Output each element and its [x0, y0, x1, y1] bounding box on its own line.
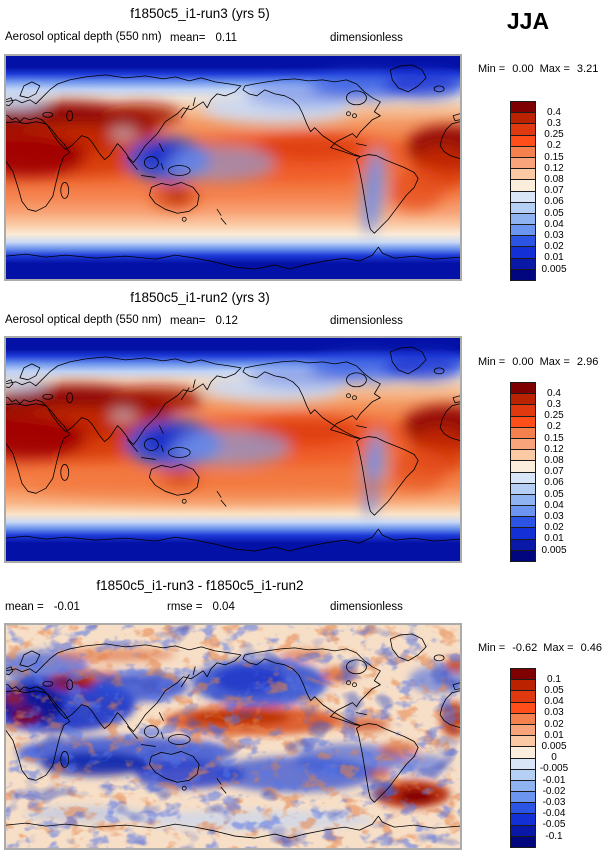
- colorbar-tick-label: 0.07: [544, 185, 564, 197]
- colorbar-tick-label: 0.12: [544, 162, 564, 174]
- colorbar-tick-label: 0.04: [544, 696, 564, 708]
- colorbar-tick-label: 0.03: [544, 707, 564, 719]
- panel1-variable-label: Aerosol optical depth (550 nm): [5, 31, 162, 43]
- aod-field-run3: [6, 69, 460, 235]
- panel3-mean-label: mean =: [5, 601, 44, 613]
- colorbar-segment: [510, 549, 536, 562]
- colorbar-tick-label: 0.02: [544, 522, 564, 534]
- season-label: JJA: [506, 8, 550, 34]
- panel3-minmax: Min = -0.62 Max = 0.46: [478, 642, 602, 654]
- colorbar-run2: [510, 382, 536, 562]
- colorbar-tick-label: -0.005: [539, 763, 569, 775]
- panel2-minmax: Min = 0.00 Max = 2.96: [478, 356, 598, 368]
- colorbar-tick-label: 0.05: [544, 684, 564, 696]
- colorbar-tick-label: 0.04: [544, 218, 564, 230]
- panel3-rmse-label: rmse =: [167, 601, 203, 613]
- colorbar-tick-label: 0.3: [547, 398, 561, 410]
- panel1-minmax: Min = 0.00 Max = 3.21: [478, 63, 598, 75]
- panel3-title: f1850c5_i1-run3 - f1850c5_i1-run2: [96, 578, 304, 593]
- panel3-rmse-stat: rmse = 0.04: [167, 601, 235, 613]
- colorbar-tick-label: 0.05: [544, 207, 564, 219]
- colorbar-run3: [510, 101, 536, 281]
- colorbar-tick-label: 0.3: [547, 117, 561, 129]
- colorbar-tick-label: -0.03: [542, 796, 566, 808]
- colorbar-tick-label: 0: [551, 752, 557, 764]
- panel1-max-label: Max =: [539, 63, 570, 75]
- colorbar-tick-label: 0.03: [544, 510, 564, 522]
- colorbar-tick-label: 0.4: [547, 106, 561, 118]
- colorbar-tick-label: 0.01: [544, 729, 564, 741]
- colorbar-tick-label: -0.02: [542, 785, 566, 797]
- colorbar-tick-label: 0.02: [544, 241, 564, 253]
- colorbar-tick-label: 0.12: [544, 443, 564, 455]
- panel2-mean-label: mean=: [170, 315, 206, 327]
- colorbar-segment: [510, 835, 536, 848]
- colorbar-tick-label: 0.02: [544, 718, 564, 730]
- panel1-min-value: 0.00: [512, 63, 534, 75]
- panel3-rmse-value: 0.04: [212, 601, 235, 613]
- panel3-units-label: dimensionless: [330, 601, 403, 613]
- colorbar-tick-label: 0.08: [544, 173, 564, 185]
- panel3-min-label: Min =: [478, 642, 506, 654]
- aod-field-run2: [6, 351, 460, 517]
- colorbar-tick-label: 0.06: [544, 477, 564, 489]
- colorbar-tick-label: 0.08: [544, 454, 564, 466]
- colorbar-tick-label: -0.1: [545, 830, 563, 842]
- panel1-mean-value: 0.11: [215, 32, 238, 44]
- colorbar-tick-label: 0.15: [544, 151, 564, 163]
- map-run3: [4, 54, 462, 281]
- panel2-max-value: 2.96: [576, 356, 599, 368]
- panel3-mean-stat: mean = -0.01: [5, 601, 80, 613]
- panel3-max-value: 0.46: [580, 642, 602, 654]
- colorbar-segment: [510, 268, 536, 281]
- panel1-units-label: dimensionless: [330, 32, 403, 44]
- colorbar-tick-label: 0.4: [547, 387, 561, 399]
- colorbar-tick-label: 0.05: [544, 488, 564, 500]
- panel2-min-value: 0.00: [512, 356, 534, 368]
- colorbar-diff: [510, 668, 536, 848]
- colorbar-tick-label: 0.1: [547, 673, 561, 685]
- panel1-mean-stat: mean= 0.11: [170, 32, 237, 44]
- panel1-min-label: Min =: [478, 63, 506, 75]
- panel2-mean-value: 0.12: [215, 315, 238, 327]
- map-diff: [4, 623, 462, 850]
- colorbar-run2-labels: 0.4 0.3 0.25 0.2 0.15 0.12 0.08 0.07 0.06 0.05 0.0…: [537, 382, 571, 567]
- colorbar-tick-label: 0.01: [544, 252, 564, 264]
- colorbar-tick-label: 0.01: [544, 533, 564, 545]
- colorbar-tick-label: -0.04: [542, 808, 566, 820]
- colorbar-tick-label: 0.25: [544, 410, 564, 422]
- colorbar-run3-labels: 0.4 0.3 0.25 0.2 0.15 0.12 0.08 0.07 0.06 0.05 0.0…: [537, 101, 571, 286]
- colorbar-tick-label: 0.03: [544, 229, 564, 241]
- panel1-title: f1850c5_i1-run3 (yrs 5): [130, 6, 270, 21]
- colorbar-tick-label: 0.07: [544, 466, 564, 478]
- panel2-min-label: Min =: [478, 356, 506, 368]
- map-run2: [4, 336, 462, 563]
- colorbar-tick-label: 0.15: [544, 432, 564, 444]
- colorbar-tick-label: -0.01: [542, 774, 566, 786]
- panel2-units-label: dimensionless: [330, 315, 403, 327]
- colorbar-tick-label: 0.25: [544, 129, 564, 141]
- colorbar-tick-label: 0.2: [547, 421, 561, 433]
- panel2-max-label: Max =: [539, 356, 570, 368]
- panel3-max-label: Max =: [543, 642, 574, 654]
- panel2-mean-stat: mean= 0.12: [170, 315, 238, 327]
- panel2-title: f1850c5_i1-run2 (yrs 3): [130, 290, 270, 305]
- darkblue-speckle-noise: [6, 625, 460, 848]
- colorbar-tick-label: 0.04: [544, 499, 564, 511]
- panel2-variable-label: Aerosol optical depth (550 nm): [5, 314, 162, 326]
- panel1-max-value: 3.21: [576, 63, 599, 75]
- colorbar-tick-label: 0.2: [547, 140, 561, 152]
- colorbar-tick-label: 0.005: [541, 263, 567, 275]
- colorbar-tick-label: -0.05: [542, 819, 566, 831]
- panel3-min-value: -0.62: [512, 642, 538, 654]
- colorbar-tick-label: 0.005: [541, 544, 567, 556]
- panel1-mean-label: mean=: [170, 32, 206, 44]
- panel3-mean-value: -0.01: [53, 601, 80, 613]
- colorbar-tick-label: 0.005: [541, 740, 567, 752]
- colorbar-diff-labels: 0.1 0.05 0.04 0.03 0.02 0.01 0.005 0 -0.005 -0.01…: [537, 668, 571, 853]
- colorbar-tick-label: 0.06: [544, 196, 564, 208]
